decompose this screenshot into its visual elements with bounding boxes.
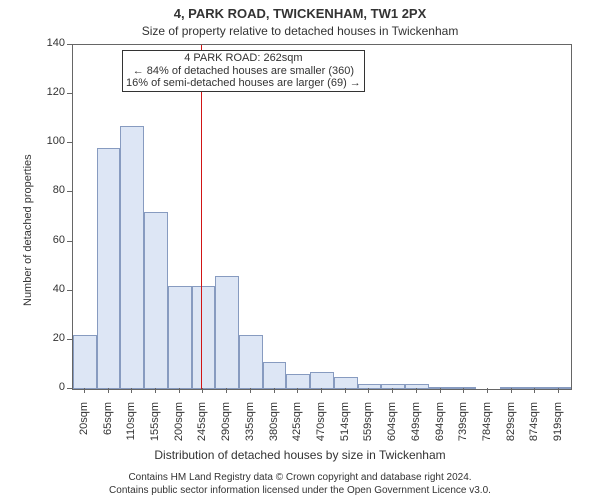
chart-title: Size of property relative to detached ho… xyxy=(0,24,600,38)
x-tick-label: 335sqm xyxy=(244,402,256,457)
histogram-bar xyxy=(215,276,239,389)
histogram-bar xyxy=(286,374,310,389)
page-address-title: 4, PARK ROAD, TWICKENHAM, TW1 2PX xyxy=(0,6,600,21)
annotation-box: 4 PARK ROAD: 262sqm← 84% of detached hou… xyxy=(122,50,365,92)
x-tick xyxy=(226,388,227,393)
histogram-bar xyxy=(97,148,121,389)
y-tick-label: 100 xyxy=(33,135,65,147)
x-tick xyxy=(440,388,441,393)
histogram-bar xyxy=(73,335,97,389)
x-tick-label: 829sqm xyxy=(505,402,517,457)
histogram-bar xyxy=(192,286,216,389)
x-tick xyxy=(297,388,298,393)
x-tick-label: 200sqm xyxy=(173,402,185,457)
x-tick xyxy=(511,388,512,393)
x-tick-label: 425sqm xyxy=(291,402,303,457)
histogram-bar xyxy=(144,212,168,389)
x-tick-label: 290sqm xyxy=(220,402,232,457)
annotation-line: 16% of semi-detached houses are larger (… xyxy=(126,77,361,90)
x-tick-label: 380sqm xyxy=(268,402,280,457)
y-tick xyxy=(67,44,72,45)
x-tick-label: 245sqm xyxy=(196,402,208,457)
x-tick-label: 784sqm xyxy=(481,402,493,457)
x-tick-label: 470sqm xyxy=(315,402,327,457)
histogram-bar xyxy=(120,126,144,389)
annotation-line: ← 84% of detached houses are smaller (36… xyxy=(126,65,361,78)
x-tick-label: 155sqm xyxy=(149,402,161,457)
x-tick xyxy=(108,388,109,393)
y-tick-label: 20 xyxy=(33,332,65,344)
x-tick-label: 65sqm xyxy=(102,402,114,457)
x-tick-label: 559sqm xyxy=(362,402,374,457)
x-tick xyxy=(463,388,464,393)
x-tick xyxy=(179,388,180,393)
x-tick-label: 874sqm xyxy=(528,402,540,457)
reference-line xyxy=(201,45,202,389)
x-tick xyxy=(392,388,393,393)
y-tick xyxy=(67,290,72,291)
x-tick-label: 649sqm xyxy=(410,402,422,457)
x-tick xyxy=(274,388,275,393)
y-tick-label: 60 xyxy=(33,234,65,246)
y-tick xyxy=(67,191,72,192)
x-tick xyxy=(321,388,322,393)
annotation-line: 4 PARK ROAD: 262sqm xyxy=(126,52,361,65)
x-tick-label: 604sqm xyxy=(386,402,398,457)
histogram-bar xyxy=(405,384,429,389)
y-tick-label: 120 xyxy=(33,86,65,98)
y-tick-label: 0 xyxy=(33,381,65,393)
y-tick xyxy=(67,142,72,143)
x-tick xyxy=(368,388,369,393)
y-tick-label: 80 xyxy=(33,184,65,196)
y-tick-label: 140 xyxy=(33,37,65,49)
y-tick xyxy=(67,93,72,94)
x-tick-label: 514sqm xyxy=(339,402,351,457)
x-tick-label: 694sqm xyxy=(434,402,446,457)
y-tick xyxy=(67,339,72,340)
footer-line-2: Contains public sector information licen… xyxy=(0,485,600,496)
x-tick xyxy=(416,388,417,393)
x-tick xyxy=(487,388,488,393)
histogram-bar xyxy=(310,372,334,389)
x-tick-label: 919sqm xyxy=(552,402,564,457)
x-tick xyxy=(345,388,346,393)
x-tick xyxy=(202,388,203,393)
x-tick xyxy=(558,388,559,393)
x-tick xyxy=(534,388,535,393)
x-tick xyxy=(84,388,85,393)
histogram-bar xyxy=(263,362,287,389)
y-tick xyxy=(67,241,72,242)
x-tick-label: 110sqm xyxy=(125,402,137,457)
x-tick-label: 739sqm xyxy=(457,402,469,457)
footer-line-1: Contains HM Land Registry data © Crown c… xyxy=(0,472,600,483)
x-tick-label: 20sqm xyxy=(78,402,90,457)
x-tick xyxy=(250,388,251,393)
y-tick xyxy=(67,388,72,389)
x-tick xyxy=(131,388,132,393)
x-tick xyxy=(155,388,156,393)
plot-area xyxy=(72,44,572,390)
histogram-bar xyxy=(239,335,263,389)
y-tick-label: 40 xyxy=(33,283,65,295)
histogram-bar xyxy=(168,286,192,389)
